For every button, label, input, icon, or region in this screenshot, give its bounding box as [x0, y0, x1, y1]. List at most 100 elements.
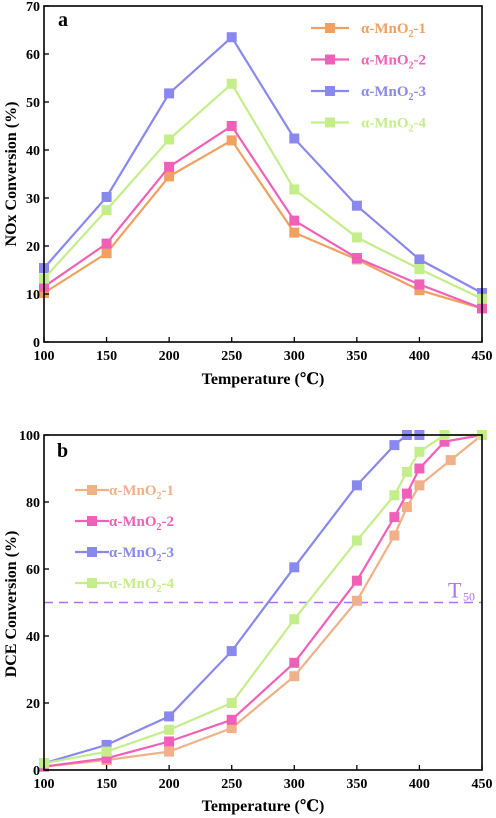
plot-frame	[43, 5, 483, 343]
x-tick-label: 200	[159, 777, 180, 792]
y-tick-label: 100	[19, 429, 40, 444]
legend-marker	[87, 516, 97, 526]
y-axis-title: DCE Conversion (%)	[3, 531, 20, 678]
legend-item-1: α-MnO2-1	[75, 483, 174, 502]
data-point	[289, 227, 300, 238]
data-point	[164, 171, 175, 182]
series-1	[39, 430, 487, 772]
legend-item-3: α-MnO2-3	[311, 84, 426, 103]
data-point	[289, 133, 300, 144]
legend-marker	[325, 54, 335, 65]
data-point	[401, 466, 412, 477]
legend-marker	[325, 23, 335, 33]
legend-label: α-MnO2-3	[109, 545, 174, 564]
panel-label: a	[58, 9, 68, 31]
series-line	[43, 433, 420, 765]
x-tick-label: 200	[159, 349, 180, 364]
legend-item-3: α-MnO2-3	[75, 545, 174, 564]
y-tick-label: 50	[26, 96, 40, 111]
x-tick-label: 450	[472, 349, 493, 364]
data-point	[351, 535, 362, 546]
x-tick-label: 250	[221, 777, 242, 792]
y-tick-label: 60	[26, 563, 40, 578]
data-point	[226, 78, 237, 89]
data-point	[226, 121, 237, 131]
y-axis-title: NOx Conversion (%)	[3, 102, 20, 247]
data-point	[389, 530, 400, 541]
data-point	[226, 723, 237, 734]
data-point	[439, 436, 450, 447]
legend-item-2: α-MnO2-2	[311, 53, 426, 72]
y-tick-label: 80	[26, 496, 40, 511]
data-point	[164, 161, 175, 172]
data-point	[351, 232, 362, 243]
data-point	[226, 698, 237, 708]
x-tick-label: 400	[409, 777, 430, 792]
data-point	[401, 502, 412, 512]
data-point	[101, 205, 112, 215]
data-point	[351, 480, 362, 491]
legend-marker	[325, 117, 335, 128]
data-point	[226, 714, 237, 725]
y-tick-label: 10	[26, 288, 40, 303]
series-line	[43, 124, 483, 310]
y-tick-label: 70	[26, 0, 40, 15]
data-point	[289, 657, 300, 668]
panel-label: b	[57, 440, 68, 462]
data-point	[164, 88, 175, 99]
y-tick-label: 20	[26, 240, 40, 255]
data-point	[414, 279, 425, 290]
data-point	[164, 134, 175, 145]
data-point	[389, 440, 400, 451]
data-point	[289, 215, 300, 226]
x-tick-label: 300	[284, 349, 305, 364]
x-tick-label: 400	[409, 349, 430, 364]
data-point	[351, 200, 362, 211]
y-tick-label: 0	[33, 336, 40, 351]
legend-label: α-MnO2-2	[109, 514, 174, 533]
data-point	[389, 512, 400, 523]
data-point	[414, 264, 425, 274]
reference-line-label-subscript: 50	[463, 590, 475, 604]
data-point	[351, 253, 362, 263]
legend-item-1: α-MnO2-1	[311, 21, 426, 40]
legend-item-4: α-MnO2-4	[75, 576, 175, 595]
data-point	[351, 575, 362, 586]
y-tick-label: 20	[26, 697, 40, 712]
series-line	[43, 82, 483, 300]
y-tick-label: 40	[26, 630, 40, 645]
x-tick-label: 100	[34, 777, 55, 792]
reference-line-label: T	[448, 578, 462, 603]
data-point	[164, 724, 175, 735]
data-point	[226, 135, 237, 146]
y-tick-label: 60	[26, 48, 40, 63]
x-tick-label: 100	[34, 349, 55, 364]
series-line	[43, 138, 483, 310]
legend-marker	[325, 86, 335, 96]
legend: α-MnO2-1 α-MnO2-2 α-MnO2-3 α-MnO2-4	[75, 483, 175, 595]
data-point	[289, 614, 300, 625]
chart-panel-b: T 50 100 150 200 250 300 350 400 450 0 20 40 60 80 100 T…	[3, 429, 493, 815]
data-point	[289, 184, 300, 195]
data-point	[226, 32, 237, 43]
data-point	[101, 746, 112, 757]
legend-marker	[87, 547, 97, 557]
x-tick-label: 350	[346, 349, 367, 364]
data-point	[414, 446, 425, 457]
x-tick-label: 250	[221, 349, 242, 364]
y-tick-label: 40	[26, 144, 40, 159]
chart-panel-a: 100 150 200 250 300 350 400 450 0 10 20 30 40 50 60 70 T…	[3, 0, 493, 388]
data-point	[226, 646, 237, 657]
series-4	[39, 78, 487, 304]
data-point	[445, 455, 456, 466]
legend-label: α-MnO2-3	[361, 84, 426, 103]
x-tick-label: 150	[96, 777, 117, 792]
data-point	[101, 753, 112, 764]
x-axis-title: Temperature (℃)	[202, 371, 325, 388]
y-tick-label: 0	[33, 764, 40, 779]
data-point	[414, 480, 425, 491]
legend: α-MnO2-1 α-MnO2-2 α-MnO2-3 α-MnO2-4	[311, 21, 427, 135]
legend-label: α-MnO2-4	[109, 576, 175, 595]
x-axis-title: Temperature (℃)	[202, 798, 325, 815]
